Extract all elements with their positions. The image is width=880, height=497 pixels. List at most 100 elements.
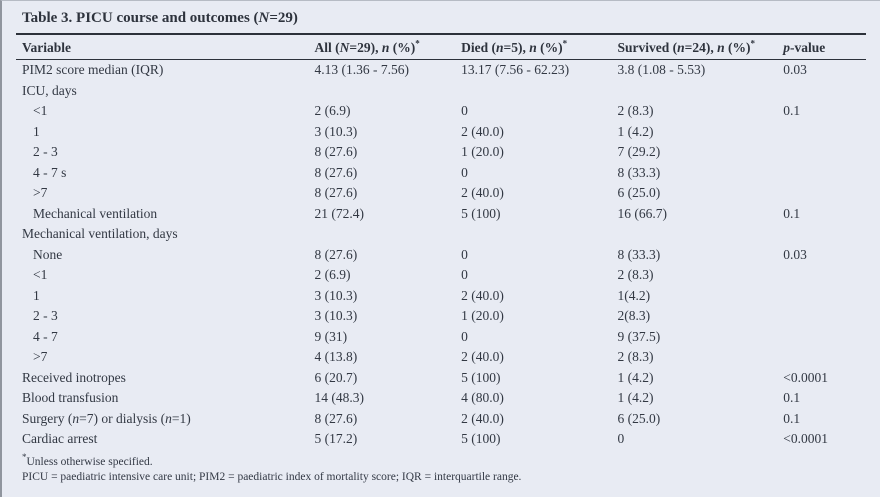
cell-all: 2 (6.9) (314, 103, 351, 118)
cell-survived: 0 (617, 431, 625, 446)
cell-all: 6 (20.7) (314, 369, 358, 385)
table-row: <1 2 (6.9) 0 2 (8.3) (16, 265, 866, 286)
cell-survived: 1 (4.2) (617, 369, 654, 385)
cell-died: 2 (40.0) (461, 410, 504, 426)
cell-died (460, 224, 616, 245)
cell-died: 1 (20.0) (461, 308, 504, 323)
cell-survived: 3.8 (1.08 - 5.53) (617, 62, 706, 77)
cell-pvalue (782, 327, 866, 348)
cell-survived (617, 224, 783, 245)
row-variable: Surgery (n=7) or dialysis (n=1) (22, 410, 191, 426)
footnote-abbreviations: PICU = paediatric intensive care unit; P… (22, 471, 522, 483)
cell-pvalue (782, 286, 866, 307)
cell-died: 0 (461, 103, 468, 118)
cell-died: 0 (461, 164, 468, 180)
table-title: Table 3. PICU course and outcomes (N=29) (16, 7, 866, 35)
cell-pvalue (782, 265, 866, 286)
cell-pvalue (782, 122, 866, 143)
cell-all: 5 (17.2) (314, 431, 358, 446)
cell-survived: 2 (8.3) (617, 349, 654, 364)
cell-all: 14 (48.3) (314, 390, 365, 405)
cell-survived: 2 (8.3) (617, 103, 654, 118)
col-header-all: All (N=29), n (%)* (313, 35, 461, 60)
cell-died: 13.17 (7.56 - 62.23) (461, 62, 570, 77)
row-variable: Mechanical ventilation, days (22, 226, 178, 241)
cell-survived: 2 (8.3) (617, 267, 654, 282)
table-row: PIM2 score median (IQR) 4.13 (1.36 - 7.56… (16, 60, 866, 81)
cell-survived: 1 (4.2) (617, 123, 654, 139)
cell-survived: 8 (33.3) (617, 164, 661, 180)
cell-died (460, 81, 616, 102)
row-variable: Blood transfusion (22, 390, 119, 405)
cell-died: 0 (461, 246, 468, 262)
row-variable: 4 - 7 (33, 328, 58, 344)
table-row: Received inotropes 6 (20.7) 5 (100) 1 (4.2)… (16, 368, 866, 389)
cell-all (314, 81, 461, 102)
table-row: Mechanical ventilation 21 (72.4) 5 (100) 16… (16, 204, 866, 225)
table-row: ICU, days (16, 81, 866, 102)
cell-pvalue (782, 347, 866, 368)
footnote-unless-specified: *Unless otherwise specified. (22, 451, 153, 468)
table-row: 1 3 (10.3) 2 (40.0) 1 (4.2) (16, 122, 866, 143)
cell-died: 2 (40.0) (461, 349, 504, 364)
cell-survived: 9 (37.5) (617, 328, 661, 344)
cell-pvalue: 0.03 (783, 62, 807, 77)
col-header-variable: Variable (16, 35, 314, 60)
cell-survived: 6 (25.0) (617, 410, 661, 426)
cell-pvalue (782, 306, 866, 327)
cell-survived: 1(4.2) (617, 287, 651, 303)
cell-all: 8 (27.6) (314, 246, 358, 262)
header-row: Variable All (N=29), n (%)* Died (n=5), … (16, 35, 866, 60)
table-row: Blood transfusion 14 (48.3) 4 (80.0) 1 (4.2… (16, 388, 866, 409)
row-variable: PIM2 score median (IQR) (22, 62, 164, 77)
cell-all: 9 (31) (314, 328, 348, 344)
cell-pvalue: 0.1 (783, 103, 801, 118)
row-variable: >7 (33, 185, 48, 200)
cell-died: 5 (100) (461, 369, 501, 385)
col-header-died: Died (n=5), n (%)* (460, 35, 617, 60)
cell-pvalue: 0.03 (783, 246, 807, 262)
cell-died: 1 (20.0) (461, 144, 504, 159)
cell-all: 4.13 (1.36 - 7.56) (314, 62, 410, 77)
row-variable: None (33, 246, 63, 262)
cell-survived: 7 (29.2) (617, 144, 661, 159)
cell-died: 2 (40.0) (461, 185, 504, 200)
row-variable: <1 (33, 267, 48, 282)
table-row: 1 3 (10.3) 2 (40.0) 1(4.2) (16, 286, 866, 307)
row-variable: 1 (33, 123, 40, 139)
cell-all: 3 (10.3) (314, 287, 358, 303)
row-variable: Received inotropes (22, 369, 126, 385)
cell-died: 2 (40.0) (461, 123, 504, 139)
table-row: 2 - 3 8 (27.6) 1 (20.0) 7 (29.2) (16, 142, 866, 163)
table-row: Surgery (n=7) or dialysis (n=1) 8 (27.6) 2… (16, 409, 866, 430)
row-variable: ICU, days (22, 82, 77, 98)
table-row: 4 - 7 9 (31) 0 9 (37.5) (16, 327, 866, 348)
cell-pvalue: <0.0001 (783, 431, 829, 446)
cell-all: 8 (27.6) (314, 164, 358, 180)
cell-survived: 8 (33.3) (617, 246, 661, 262)
col-header-pvalue: p-value (782, 35, 866, 60)
cell-pvalue: 0.1 (783, 390, 801, 405)
cell-all: 8 (27.6) (314, 410, 358, 426)
picu-outcomes-table: Variable All (N=29), n (%)* Died (n=5), … (16, 35, 866, 450)
row-variable: Cardiac arrest (22, 431, 98, 446)
table-row: Mechanical ventilation, days (16, 224, 866, 245)
cell-died: 0 (461, 267, 468, 282)
cell-all: 8 (27.6) (314, 144, 358, 159)
cell-all: 8 (27.6) (314, 185, 358, 200)
row-variable: 2 - 3 (33, 308, 58, 323)
cell-pvalue: 0.1 (783, 205, 801, 221)
table-row: None 8 (27.6) 0 8 (33.3) 0.03 (16, 245, 866, 266)
cell-pvalue (782, 224, 866, 245)
row-variable: 2 - 3 (33, 144, 58, 159)
cell-pvalue: 0.1 (783, 410, 801, 426)
table-footnotes: *Unless otherwise specified. PICU = paed… (16, 451, 866, 486)
table-row: 2 - 3 3 (10.3) 1 (20.0) 2(8.3) (16, 306, 866, 327)
cell-died: 0 (461, 328, 468, 344)
table-row: Cardiac arrest 5 (17.2) 5 (100) 0 <0.0001 (16, 429, 866, 450)
cell-died: 2 (40.0) (461, 287, 504, 303)
row-variable: Mechanical ventilation (33, 205, 158, 221)
cell-pvalue (782, 142, 866, 163)
table-row: 4 - 7 s 8 (27.6) 0 8 (33.3) (16, 163, 866, 184)
